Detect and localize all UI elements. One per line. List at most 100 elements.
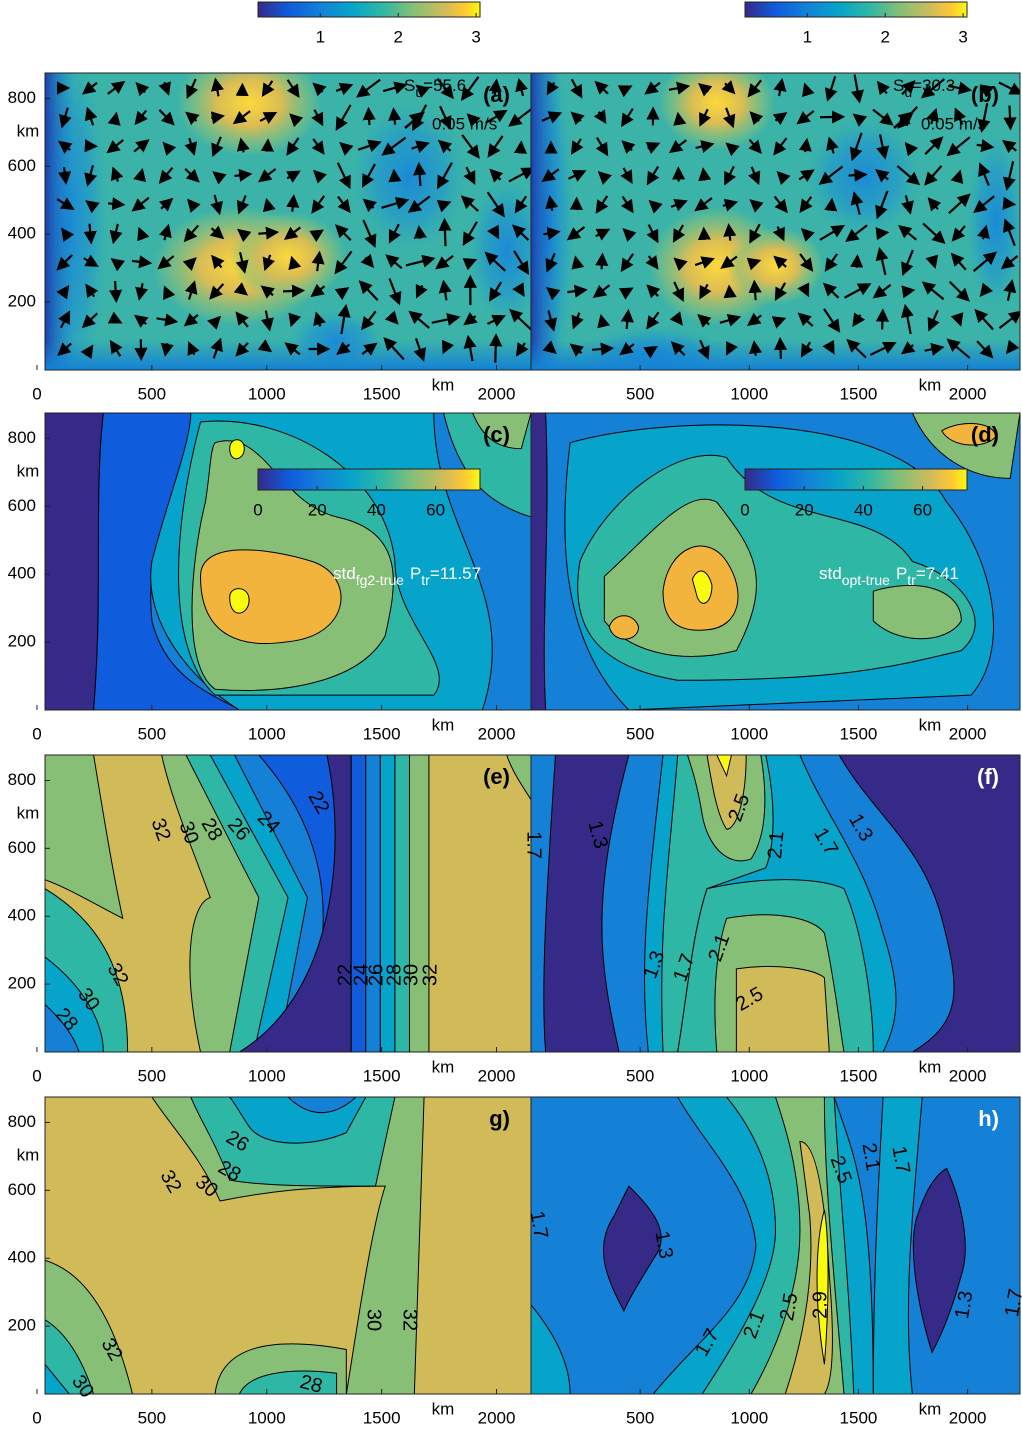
velocity-arrow <box>394 109 396 124</box>
contour-region <box>351 755 366 1052</box>
velocity-arrow <box>292 196 293 211</box>
x-tick-label: 1500 <box>840 384 878 403</box>
velocity-arrow <box>903 290 914 292</box>
x-axis-label: km <box>919 1399 942 1418</box>
x-tick-label: 500 <box>138 724 166 743</box>
colorbar-tick-label: 3 <box>471 27 480 46</box>
velocity-arrow <box>115 114 116 120</box>
velocity-arrow <box>882 311 883 330</box>
x-tick-label: 1500 <box>840 1066 878 1085</box>
field-high <box>230 213 347 302</box>
field-edge <box>45 73 75 370</box>
contour-label: 32 <box>419 964 441 986</box>
colorbar <box>745 2 967 17</box>
x-tick-label: 500 <box>138 384 166 403</box>
panel-label: h) <box>978 1106 999 1131</box>
x-tick-label: 1000 <box>730 1066 768 1085</box>
x-tick-label: 500 <box>626 384 654 403</box>
stat-label-part: std <box>333 564 356 583</box>
stat-label-part: u <box>904 84 912 100</box>
panel-label: (c) <box>483 422 510 447</box>
colorbar-tick-label: 60 <box>426 500 445 519</box>
stat-label-part: =30.3 <box>912 76 955 95</box>
velocity-arrow <box>780 339 781 359</box>
panel-label: (f) <box>977 764 999 789</box>
colorbar-tick-label: 0 <box>740 500 749 519</box>
stat-label-part: std <box>819 564 842 583</box>
x-tick-label: 1500 <box>363 384 401 403</box>
panel-label: (a) <box>483 82 510 107</box>
x-tick-label: 2000 <box>478 1066 516 1085</box>
x-tick-label: 1000 <box>730 384 768 403</box>
stat-label-part: =11.57 <box>430 564 481 583</box>
x-tick-label: 1000 <box>248 384 286 403</box>
x-tick-label: 1000 <box>248 1066 286 1085</box>
panel-field <box>45 413 531 710</box>
stat-label-part: tr <box>421 572 430 588</box>
contour-label: 32 <box>399 1309 421 1331</box>
contour-region <box>410 755 429 1052</box>
velocity-arrow <box>703 169 704 180</box>
colorbar-tick-label: 20 <box>308 500 327 519</box>
x-axis-label: km <box>919 715 942 734</box>
stat-label-part: S <box>893 76 904 95</box>
stat-label-part: tr <box>907 572 916 588</box>
x-tick-label: 1000 <box>730 1408 768 1427</box>
x-tick-label: 1500 <box>840 724 878 743</box>
x-tick-label: 500 <box>138 1408 166 1427</box>
colorbar-tick-label: 40 <box>854 500 873 519</box>
velocity-arrow <box>857 256 858 268</box>
contour-region <box>45 413 103 710</box>
colorbar <box>745 469 967 490</box>
scale-label: 0.05 m/s <box>921 114 986 133</box>
velocity-arrow <box>419 164 421 186</box>
panel-field <box>45 755 531 1052</box>
velocity-arrow <box>283 291 303 292</box>
velocity-arrow <box>678 114 679 120</box>
velocity-arrow <box>1006 204 1014 205</box>
y-tick-label: 800 <box>8 88 36 107</box>
panel-field <box>516 43 1022 399</box>
velocity-arrow <box>602 255 603 270</box>
y-tick-label: 400 <box>8 224 36 243</box>
velocity-arrow <box>831 200 832 208</box>
x-axis-label: km <box>432 375 455 394</box>
x-tick-label: 1000 <box>248 724 286 743</box>
field-high <box>176 49 322 156</box>
colorbar-tick-label: 1 <box>316 27 325 46</box>
contour-fills <box>45 755 531 1052</box>
panel-field <box>531 1097 1020 1394</box>
panel-label: (d) <box>971 422 999 447</box>
contour-region <box>395 755 410 1052</box>
x-tick-label: 1500 <box>363 1408 401 1427</box>
colorbar-tick-label: 2 <box>393 27 402 46</box>
x-tick-label: 2000 <box>949 724 987 743</box>
contour-label: 1.7 <box>523 831 545 859</box>
x-tick-label: 2000 <box>949 384 987 403</box>
panel-label: g) <box>489 1106 510 1131</box>
x-axis-label: km <box>432 715 455 734</box>
velocity-arrow <box>729 225 731 240</box>
x-tick-label: 0 <box>32 1066 41 1085</box>
stat-label-part: P <box>410 564 421 583</box>
x-tick-label: 0 <box>32 724 41 743</box>
y-axis-label: km <box>17 461 40 480</box>
y-tick-label: 600 <box>8 838 36 857</box>
x-tick-label: 1500 <box>840 1408 878 1427</box>
x-tick-label: 2000 <box>949 1066 987 1085</box>
x-tick-label: 0 <box>32 384 41 403</box>
contour-region <box>380 755 395 1052</box>
x-axis-label: km <box>432 1399 455 1418</box>
x-tick-label: 500 <box>626 1066 654 1085</box>
contour-label: 2.9 <box>809 1291 831 1319</box>
x-tick-label: 500 <box>138 1066 166 1085</box>
velocity-arrow <box>1010 106 1011 129</box>
x-tick-label: 1500 <box>363 1066 401 1085</box>
stat-label-part: P <box>896 564 907 583</box>
y-tick-label: 800 <box>8 428 36 447</box>
